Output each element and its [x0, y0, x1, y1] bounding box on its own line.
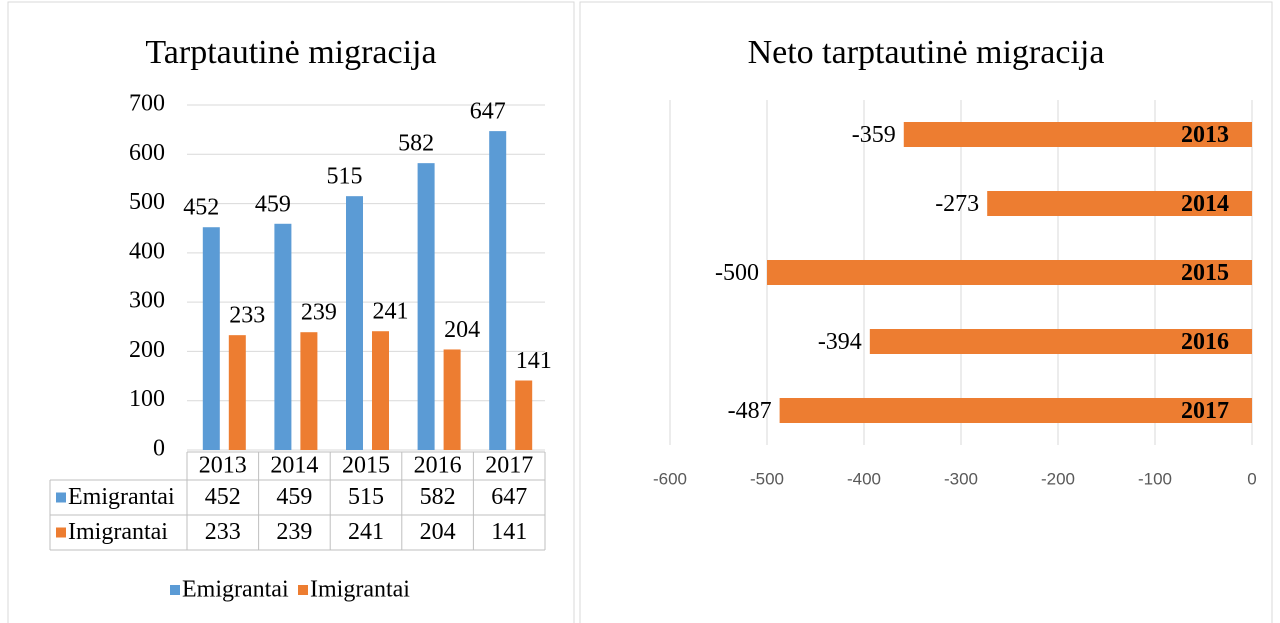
table-cell: 452 — [205, 484, 241, 510]
data-label: 233 — [229, 303, 265, 329]
table-row-label: Imigrantai — [68, 519, 168, 545]
data-label: 204 — [444, 317, 480, 343]
bar — [417, 163, 435, 450]
x-tick-label: -200 — [1041, 469, 1075, 488]
x-tick-label: 2015 — [342, 453, 390, 479]
category-label: 2013 — [1181, 122, 1229, 148]
table-legend-key — [56, 492, 66, 503]
x-tick-label: 2014 — [270, 453, 318, 479]
table-cell: 239 — [276, 519, 312, 545]
data-label: 459 — [255, 191, 291, 217]
data-label: 647 — [470, 99, 506, 125]
bar — [903, 122, 1252, 147]
table-cell: 241 — [348, 519, 384, 545]
y-tick-label: 400 — [129, 238, 165, 264]
table-cell: 233 — [205, 519, 241, 545]
table-cell: 204 — [420, 519, 456, 545]
bar — [228, 335, 246, 450]
data-label: -487 — [728, 398, 772, 424]
x-tick-label: -600 — [653, 469, 687, 488]
category-label: 2017 — [1181, 398, 1229, 424]
x-tick-label: 2017 — [485, 453, 533, 479]
x-tick-label: 2013 — [199, 453, 247, 479]
data-label: 141 — [516, 348, 552, 374]
bar — [202, 227, 220, 450]
y-tick-label: 700 — [129, 91, 165, 117]
table-cell: 647 — [491, 484, 527, 510]
y-tick-label: 600 — [129, 140, 165, 166]
bar — [300, 332, 318, 450]
bar — [779, 398, 1252, 423]
x-tick-label: -300 — [944, 469, 978, 488]
x-tick-label: 0 — [1247, 469, 1256, 488]
category-label: 2016 — [1181, 329, 1229, 355]
category-label: 2014 — [1181, 191, 1229, 217]
data-label: -359 — [852, 122, 896, 148]
chart-title: Tarptautinė migracija — [145, 34, 436, 71]
x-tick-label: -100 — [1138, 469, 1172, 488]
table-cell: 459 — [276, 484, 312, 510]
data-label: 452 — [183, 195, 219, 221]
y-tick-label: 0 — [153, 436, 165, 462]
y-tick-label: 100 — [129, 386, 165, 412]
data-label: -500 — [715, 260, 759, 286]
data-label: 239 — [301, 300, 337, 326]
table-cell: 141 — [491, 519, 527, 545]
table-cell: 582 — [420, 484, 456, 510]
x-tick-label: -500 — [750, 469, 784, 488]
data-label: 515 — [327, 164, 363, 190]
data-label: -273 — [935, 191, 979, 217]
bar — [274, 223, 292, 450]
data-label: 582 — [398, 131, 434, 157]
y-tick-label: 300 — [129, 288, 165, 314]
bar — [515, 380, 533, 450]
legend-key — [170, 585, 180, 595]
y-tick-label: 200 — [129, 337, 165, 363]
legend-key — [298, 585, 308, 595]
table-row-label: Emigrantai — [68, 484, 175, 510]
legend-label: Emigrantai — [182, 577, 289, 603]
data-label: 241 — [373, 299, 409, 325]
bar — [489, 131, 507, 450]
bar — [869, 329, 1252, 354]
bar — [372, 331, 389, 450]
right-panel — [579, 1, 1273, 623]
data-label: -394 — [818, 329, 862, 355]
table-legend-key — [56, 527, 66, 538]
x-tick-label: 2016 — [414, 453, 462, 479]
category-label: 2015 — [1181, 260, 1229, 286]
x-tick-label: -400 — [847, 469, 881, 488]
bar — [443, 349, 461, 450]
bar — [346, 196, 363, 450]
bar — [767, 260, 1252, 285]
chart-title: Neto tarptautinė migracija — [748, 34, 1105, 71]
legend-label: Imigrantai — [310, 577, 410, 603]
bar — [987, 191, 1252, 216]
table-cell: 515 — [348, 484, 384, 510]
y-tick-label: 500 — [129, 189, 165, 215]
